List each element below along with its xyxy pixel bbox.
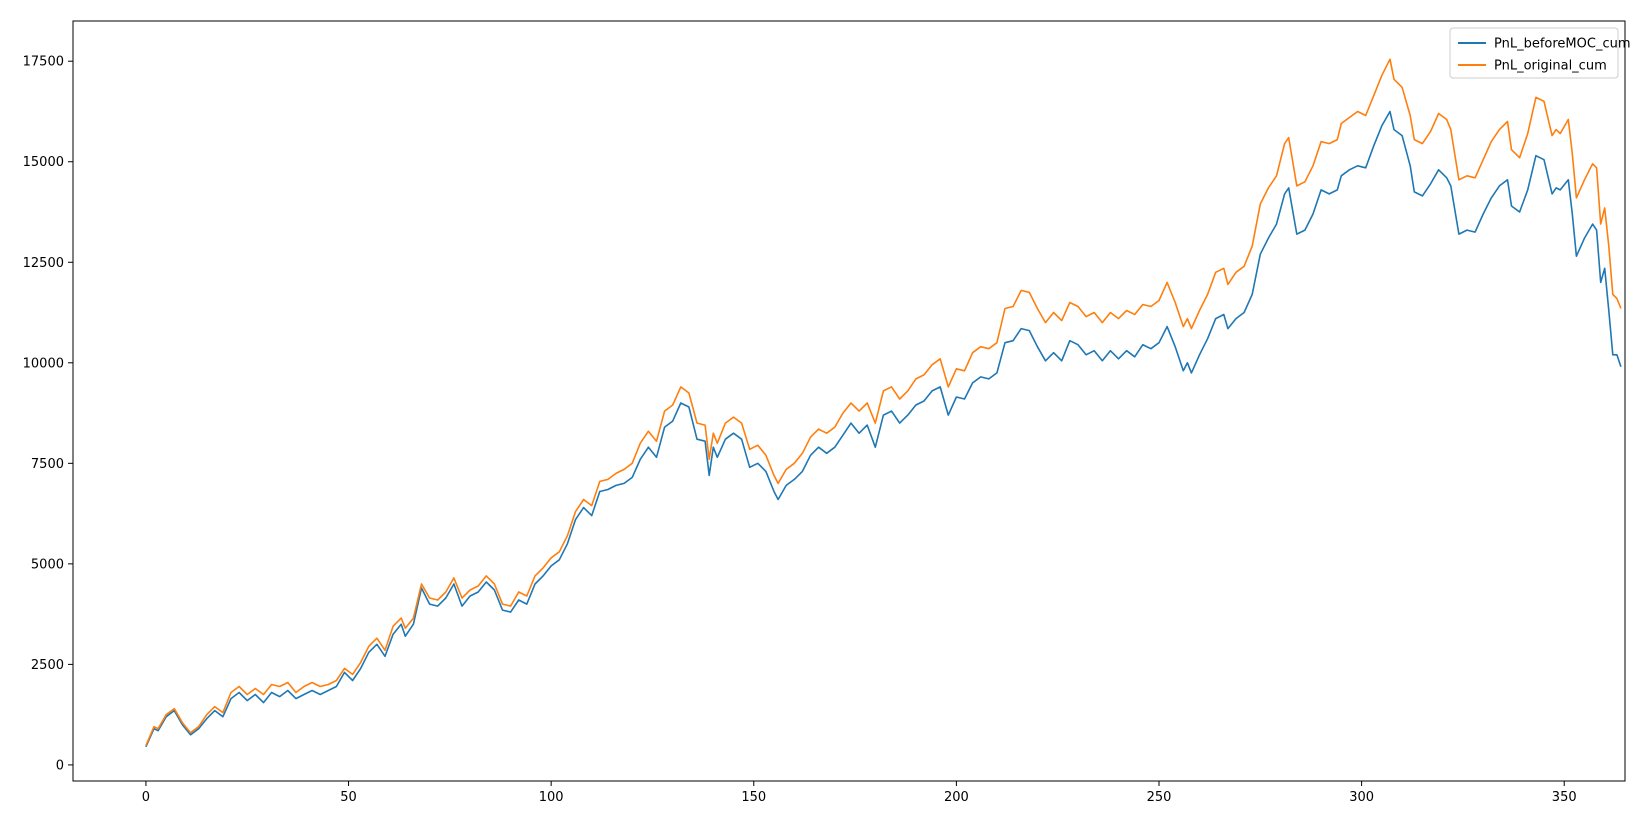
y-tick-label: 17500	[23, 55, 64, 70]
y-tick-label: 7500	[31, 457, 64, 472]
plot-area-frame	[72, 20, 1626, 782]
y-tick-label: 5000	[31, 557, 64, 572]
x-tick-label: 100	[539, 790, 564, 805]
y-tick-label: 2500	[31, 658, 64, 673]
x-tick-label: 350	[1552, 790, 1577, 805]
x-tick-label: 250	[1147, 790, 1172, 805]
x-tick-label: 50	[340, 790, 357, 805]
legend-label-0: PnL_beforeMOC_cum	[1494, 37, 1631, 52]
y-tick-label: 10000	[23, 356, 64, 371]
legend: PnL_beforeMOC_cum PnL_original_cum	[1449, 27, 1631, 79]
series-line-1	[145, 58, 1622, 746]
y-tick-label: 0	[56, 758, 64, 773]
x-tick-label: 0	[142, 790, 150, 805]
x-tick-label: 200	[944, 790, 969, 805]
y-axis: 0 2500 5000 7500 10000 12500 15000 17500	[23, 55, 73, 773]
legend-box	[1449, 27, 1619, 79]
legend-label-1: PnL_original_cum	[1494, 59, 1607, 74]
x-tick-label: 150	[741, 790, 766, 805]
x-axis: 0 50 100 150 200 250 300 350	[142, 781, 1577, 805]
y-tick-label: 15000	[23, 155, 64, 170]
series-lines	[145, 58, 1622, 748]
x-tick-label: 300	[1349, 790, 1374, 805]
series-line-0	[145, 110, 1622, 748]
y-tick-label: 12500	[23, 256, 64, 271]
